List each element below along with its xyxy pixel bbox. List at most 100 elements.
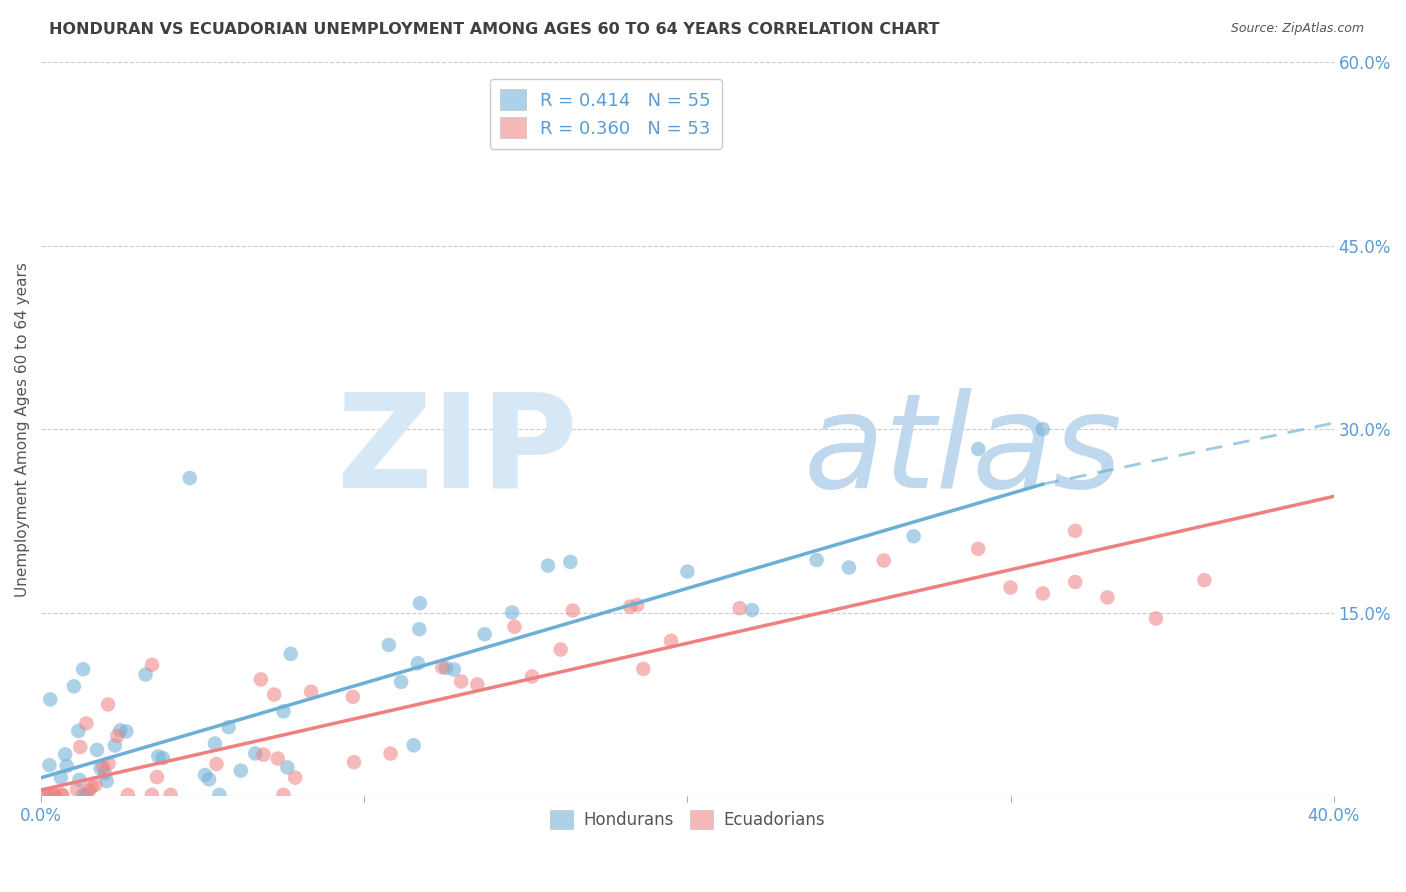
- Point: [38, 758, 60, 772]
- Y-axis label: Unemployment Among Ages 60 to 64 years: Unemployment Among Ages 60 to 64 years: [15, 261, 30, 597]
- Point: [408, 622, 430, 636]
- Point: [105, 729, 128, 743]
- Point: [967, 541, 990, 556]
- Point: [67, 723, 90, 738]
- Point: [141, 657, 163, 672]
- Point: [38, 788, 60, 802]
- Legend: Hondurans, Ecuadorians: Hondurans, Ecuadorians: [543, 803, 832, 836]
- Point: [75, 788, 97, 802]
- Point: [619, 599, 641, 614]
- Point: [406, 657, 429, 671]
- Point: [550, 642, 572, 657]
- Point: [77, 783, 100, 797]
- Point: [49, 771, 72, 785]
- Point: [520, 669, 543, 683]
- Point: [80, 780, 103, 794]
- Point: [626, 598, 648, 612]
- Point: [34, 788, 56, 802]
- Point: [537, 558, 560, 573]
- Point: [263, 688, 285, 702]
- Point: [378, 638, 401, 652]
- Point: [1097, 591, 1119, 605]
- Point: [1194, 573, 1216, 587]
- Point: [1032, 586, 1054, 600]
- Point: [342, 690, 364, 704]
- Point: [1144, 611, 1167, 625]
- Point: [55, 759, 77, 773]
- Point: [104, 739, 127, 753]
- Point: [89, 761, 111, 775]
- Point: [205, 756, 228, 771]
- Point: [179, 471, 201, 485]
- Point: [806, 553, 828, 567]
- Text: HONDURAN VS ECUADORIAN UNEMPLOYMENT AMONG AGES 60 TO 64 YEARS CORRELATION CHART: HONDURAN VS ECUADORIAN UNEMPLOYMENT AMON…: [49, 22, 939, 37]
- Point: [94, 766, 117, 780]
- Point: [97, 698, 120, 712]
- Point: [659, 633, 682, 648]
- Point: [69, 739, 91, 754]
- Point: [560, 555, 582, 569]
- Point: [838, 560, 860, 574]
- Point: [91, 760, 114, 774]
- Point: [135, 667, 157, 681]
- Point: [1064, 574, 1087, 589]
- Point: [63, 679, 86, 693]
- Point: [44, 788, 66, 802]
- Point: [434, 661, 457, 675]
- Point: [267, 751, 290, 765]
- Point: [97, 756, 120, 771]
- Point: [450, 674, 472, 689]
- Point: [561, 603, 583, 617]
- Point: [728, 601, 751, 615]
- Point: [44, 788, 66, 802]
- Point: [245, 747, 267, 761]
- Point: [343, 755, 366, 769]
- Point: [273, 704, 295, 718]
- Point: [741, 603, 763, 617]
- Point: [276, 760, 298, 774]
- Point: [252, 747, 274, 762]
- Point: [443, 663, 465, 677]
- Point: [432, 660, 454, 674]
- Point: [389, 674, 412, 689]
- Text: Source: ZipAtlas.com: Source: ZipAtlas.com: [1230, 22, 1364, 36]
- Point: [967, 442, 990, 456]
- Point: [402, 738, 425, 752]
- Text: ZIP: ZIP: [336, 388, 578, 515]
- Point: [198, 772, 221, 787]
- Point: [152, 751, 174, 765]
- Point: [96, 774, 118, 789]
- Point: [117, 788, 139, 802]
- Point: [1064, 524, 1087, 538]
- Point: [284, 771, 307, 785]
- Point: [148, 749, 170, 764]
- Point: [204, 737, 226, 751]
- Point: [141, 788, 163, 802]
- Point: [108, 723, 131, 738]
- Point: [465, 677, 488, 691]
- Point: [208, 788, 231, 802]
- Point: [39, 692, 62, 706]
- Point: [501, 606, 523, 620]
- Point: [229, 764, 252, 778]
- Point: [67, 772, 90, 787]
- Point: [873, 553, 896, 567]
- Point: [66, 782, 89, 797]
- Point: [84, 778, 107, 792]
- Point: [474, 627, 496, 641]
- Point: [299, 684, 322, 698]
- Point: [146, 770, 169, 784]
- Point: [250, 673, 273, 687]
- Point: [194, 768, 217, 782]
- Point: [903, 529, 925, 543]
- Point: [86, 743, 108, 757]
- Point: [1032, 422, 1054, 436]
- Point: [273, 788, 295, 802]
- Point: [51, 788, 73, 802]
- Point: [380, 747, 402, 761]
- Point: [39, 788, 62, 802]
- Point: [51, 788, 73, 802]
- Point: [1000, 581, 1022, 595]
- Text: atlas: atlas: [804, 388, 1122, 515]
- Point: [503, 620, 526, 634]
